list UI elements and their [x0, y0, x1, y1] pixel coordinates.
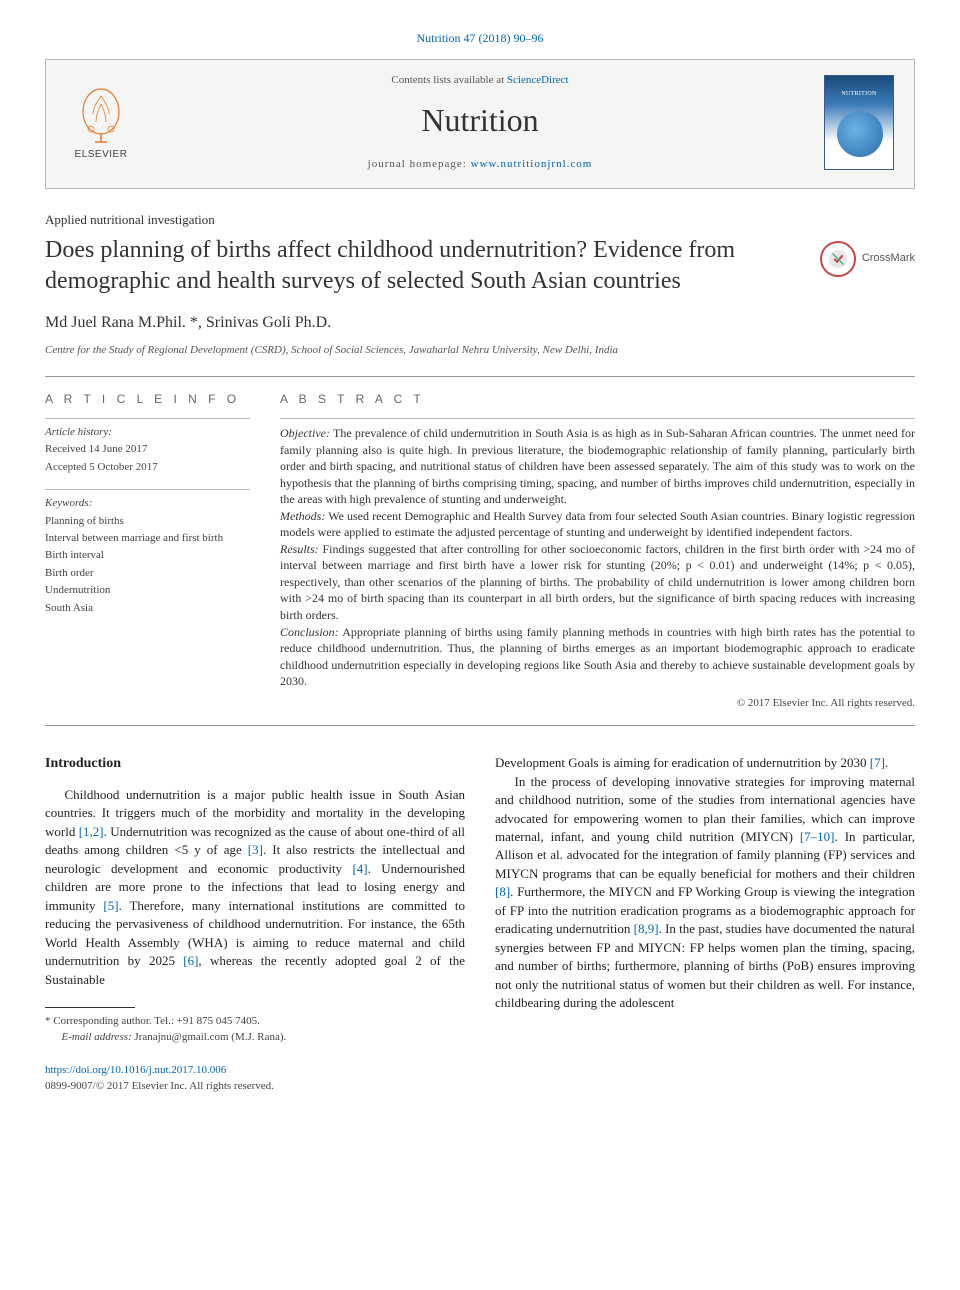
crossmark[interactable]: CrossMark	[820, 241, 915, 277]
abstract-methods: Methods: We used recent Demographic and …	[280, 508, 915, 541]
right-para-2: In the process of developing innovative …	[495, 773, 915, 1013]
crossmark-label: CrossMark	[862, 251, 915, 266]
article-category: Applied nutritional investigation	[45, 211, 915, 229]
email-line: E-mail address: Jranajnu@gmail.com (M.J.…	[45, 1030, 465, 1046]
contents-line: Contents lists available at ScienceDirec…	[156, 73, 804, 88]
header-center: Contents lists available at ScienceDirec…	[156, 73, 804, 173]
keyword: Birth order	[45, 566, 250, 581]
abstract-divider	[280, 418, 915, 419]
article-info: A R T I C L E I N F O Article history: R…	[45, 391, 250, 711]
methods-label: Methods:	[280, 509, 325, 523]
history-label: Article history:	[45, 425, 250, 440]
results-text: Findings suggested that after controllin…	[280, 542, 915, 622]
keyword: Planning of births	[45, 514, 250, 529]
email-address: Jranajnu@gmail.com (M.J. Rana).	[132, 1031, 287, 1043]
corresponding-author: * Corresponding author. Tel.: +91 875 04…	[45, 1014, 465, 1030]
keyword: Interval between marriage and first birt…	[45, 531, 250, 546]
abstract: A B S T R A C T Objective: The prevalenc…	[280, 391, 915, 711]
copyright: © 2017 Elsevier Inc. All rights reserved…	[280, 696, 915, 711]
abstract-conclusion: Conclusion: Appropriate planning of birt…	[280, 624, 915, 690]
info-divider	[45, 489, 250, 490]
methods-text: We used recent Demographic and Health Su…	[280, 509, 915, 540]
abstract-objective: Objective: The prevalence of child under…	[280, 425, 915, 508]
keyword: South Asia	[45, 601, 250, 616]
homepage-prefix: journal homepage:	[368, 158, 471, 170]
journal-name: Nutrition	[156, 98, 804, 143]
footnote-divider	[45, 1007, 135, 1008]
email-label: E-mail address:	[62, 1031, 132, 1043]
conclusion-text: Appropriate planning of births using fam…	[280, 625, 915, 689]
crossmark-icon	[820, 241, 856, 277]
contents-prefix: Contents lists available at	[391, 74, 506, 86]
journal-cover-thumb	[824, 75, 894, 170]
authors: Md Juel Rana M.Phil. *, Srinivas Goli Ph…	[45, 312, 915, 334]
objective-label: Objective:	[280, 426, 330, 440]
elsevier-label: ELSEVIER	[75, 148, 128, 162]
body-left-column: Introduction Childhood undernutrition is…	[45, 754, 465, 1045]
issn-copyright: 0899-9007/© 2017 Elsevier Inc. All right…	[45, 1079, 915, 1094]
keywords-label: Keywords:	[45, 496, 250, 511]
elsevier-tree-icon	[71, 84, 131, 144]
intro-heading: Introduction	[45, 754, 465, 774]
keyword: Undernutrition	[45, 583, 250, 598]
objective-text: The prevalence of child undernutrition i…	[280, 426, 915, 506]
article-title: Does planning of births affect childhood…	[45, 235, 800, 296]
elsevier-logo: ELSEVIER	[66, 84, 136, 162]
affiliation: Centre for the Study of Regional Develop…	[45, 343, 915, 358]
homepage-line: journal homepage: www.nutritionjrnl.com	[156, 157, 804, 172]
sciencedirect-link[interactable]: ScienceDirect	[507, 74, 569, 86]
journal-header: ELSEVIER Contents lists available at Sci…	[45, 59, 915, 189]
divider	[45, 725, 915, 726]
keyword: Birth interval	[45, 548, 250, 563]
right-para-1: Development Goals is aiming for eradicat…	[495, 754, 915, 772]
abstract-heading: A B S T R A C T	[280, 391, 915, 408]
body-right-column: Development Goals is aiming for eradicat…	[495, 754, 915, 1045]
divider	[45, 376, 915, 377]
citation-line: Nutrition 47 (2018) 90–96	[45, 30, 915, 47]
info-divider	[45, 418, 250, 419]
results-label: Results:	[280, 542, 319, 556]
homepage-link[interactable]: www.nutritionjrnl.com	[471, 158, 593, 170]
info-heading: A R T I C L E I N F O	[45, 391, 250, 408]
intro-para: Childhood undernutrition is a major publ…	[45, 786, 465, 989]
accepted-date: Accepted 5 October 2017	[45, 460, 250, 475]
conclusion-label: Conclusion:	[280, 625, 339, 639]
abstract-results: Results: Findings suggested that after c…	[280, 541, 915, 624]
received-date: Received 14 June 2017	[45, 442, 250, 457]
doi-link[interactable]: https://doi.org/10.1016/j.nut.2017.10.00…	[45, 1063, 915, 1078]
